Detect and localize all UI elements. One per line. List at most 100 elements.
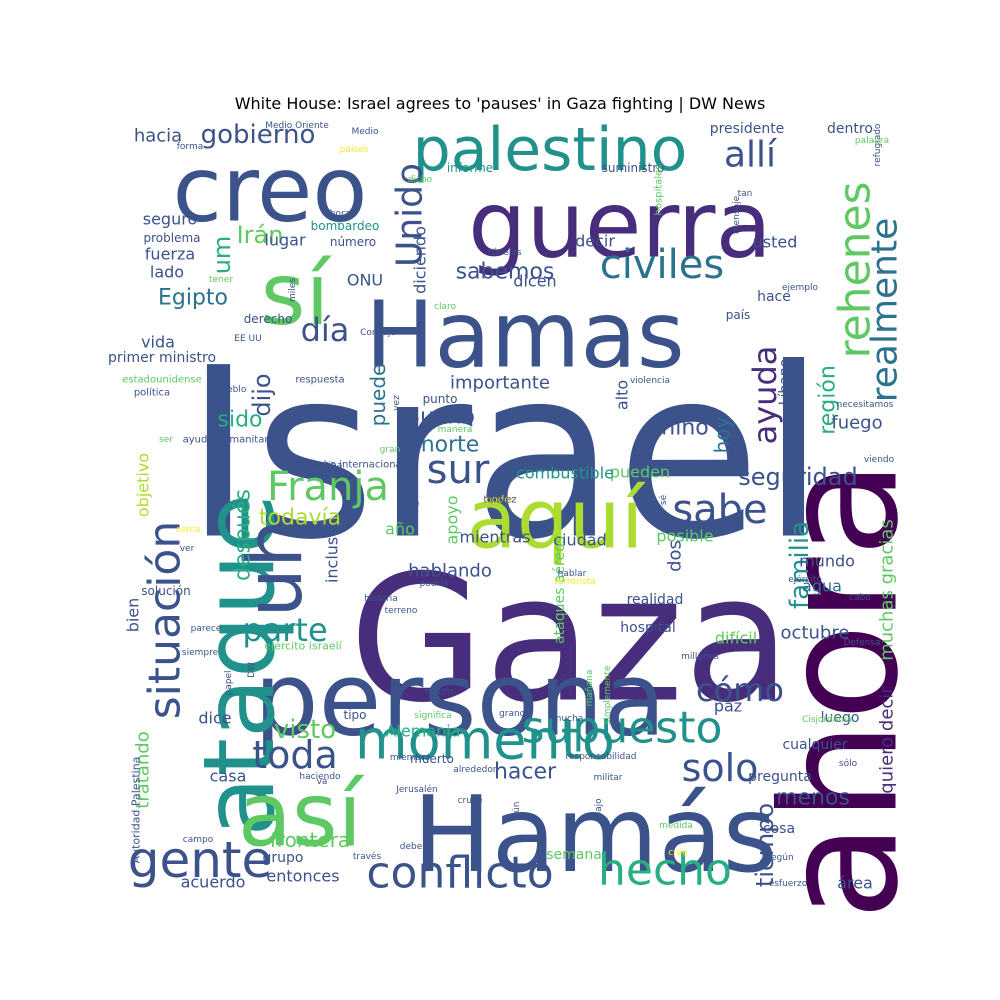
word-46: norte (421, 433, 480, 458)
word-172: Defensa (843, 638, 880, 648)
word-44: Bueno (405, 405, 475, 430)
word-16: gente (128, 831, 273, 889)
word-197: debe (400, 842, 423, 852)
word-109: Líbano (777, 359, 793, 406)
word-38: hacer (494, 760, 557, 785)
word-181: miembro (390, 753, 431, 763)
word-134: violencia (630, 376, 670, 386)
word-183: alrededor (453, 765, 497, 775)
word-135: permitir (795, 360, 805, 396)
word-50: sabemos (456, 260, 555, 285)
word-125: ejército israelí (264, 640, 342, 653)
word-85: fuerza (145, 245, 195, 264)
word-151: manera (438, 425, 473, 435)
word-107: semana (546, 847, 602, 863)
word-162: hablar (558, 569, 587, 579)
word-42: Irán (237, 221, 284, 249)
word-153: Palestina (302, 461, 343, 471)
word-88: vida (141, 333, 175, 352)
word-67: agua (802, 577, 842, 596)
word-12: aquí (466, 473, 645, 568)
word-80: decir (575, 232, 615, 251)
word-96: bien (124, 598, 143, 633)
word-167: cabo (849, 593, 871, 603)
word-93: área (837, 874, 873, 893)
word-118: país (726, 308, 751, 322)
word-66: ciudad (553, 531, 607, 550)
word-74: apoyo (443, 495, 462, 544)
word-114: informe (447, 161, 493, 175)
word-94: acuerdo (181, 873, 246, 892)
word-105: pregunta (748, 769, 812, 785)
word-99: dentro (827, 121, 873, 137)
word-150: ser (159, 435, 173, 445)
word-34: ayuda (746, 346, 784, 445)
word-108: grupo (263, 850, 304, 866)
word-121: muerto (410, 752, 454, 766)
word-198: esfuerzo (769, 879, 808, 889)
word-142: tan (738, 189, 753, 199)
word-106: cualquier (782, 737, 847, 753)
word-10: así (238, 764, 365, 867)
word-91: paz (714, 697, 742, 716)
word-116: bombardeo (311, 219, 380, 233)
word-70: mientras (459, 528, 530, 547)
word-140: dicho (408, 175, 433, 185)
word-83: diciendo (411, 226, 430, 294)
word-158: sé (658, 494, 669, 505)
word-19: rehenes (830, 181, 881, 358)
word-32: día (301, 311, 350, 349)
word-7: Hamas (365, 282, 684, 389)
word-187: va (317, 777, 328, 787)
word-120: tipo (344, 708, 367, 722)
word-111: derecho (244, 312, 293, 326)
word-188: Jerusalén (395, 784, 438, 795)
word-24: solo (682, 746, 759, 790)
word-61: hablando (408, 561, 492, 582)
word-81: dicen (513, 272, 556, 291)
word-113: problema (143, 231, 200, 245)
word-193: cree (668, 848, 688, 858)
word-11: sí (261, 245, 333, 345)
word-143: túneles (488, 248, 522, 258)
word-171: millones (681, 652, 719, 662)
word-195: campo (183, 835, 214, 845)
word-28: Franja (267, 464, 389, 510)
word-127: ayuda humanitaria (183, 435, 278, 446)
word-90: Alemania (385, 722, 460, 741)
word-55: importante (450, 373, 550, 394)
word-92: difícil (715, 629, 757, 648)
word-62: fuego (831, 413, 882, 434)
word-124: hospitales (654, 165, 665, 216)
word-59: quiero decir (877, 686, 898, 794)
word-173: papel (224, 671, 234, 696)
word-86: lado (150, 263, 184, 282)
word-27: civiles (600, 242, 724, 288)
word-130: respuesta (295, 375, 344, 386)
word-104: luego (821, 710, 860, 726)
word-200: tal vez (483, 495, 516, 506)
word-110: primer ministro (108, 350, 216, 366)
word-152: gran (380, 445, 401, 455)
word-18: conflicto (366, 848, 553, 899)
word-2: Gaza (349, 539, 791, 742)
word-29: sur (427, 447, 490, 493)
word-133: necesitamos (837, 400, 894, 410)
word-15: momento (355, 709, 615, 772)
word-159: cerca (176, 525, 200, 535)
word-147: EE UU (234, 334, 261, 344)
word-103: realidad (627, 592, 684, 608)
word-146: claro (434, 302, 456, 312)
word-31: parte (242, 611, 327, 649)
word-1: Israel (184, 319, 826, 592)
word-71: pueden (610, 463, 670, 482)
word-26: allí (724, 135, 777, 176)
words-layer: IsraelGazaahoraHamáspersonaguerraHamasat… (108, 115, 934, 921)
word-78: casa (210, 767, 247, 786)
word-39: tiempo (751, 803, 779, 887)
word-33: cómo (696, 671, 784, 709)
word-82: usted (753, 233, 798, 252)
word-138: Medio Oriente (265, 121, 329, 131)
word-9: creo (173, 138, 368, 243)
word-101: ataques aéreos (552, 536, 568, 644)
